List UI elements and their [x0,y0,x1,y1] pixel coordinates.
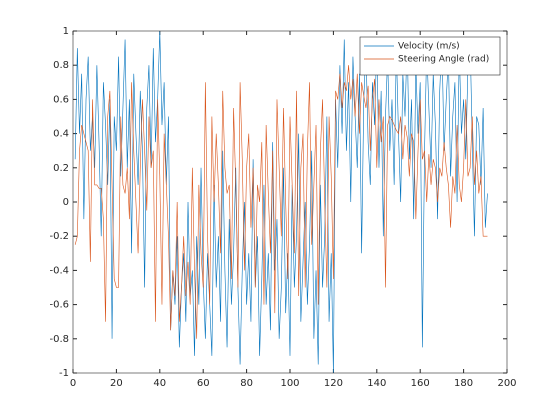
series-line [74,65,488,339]
y-tick-label: 0.2 [53,163,69,174]
x-tick-label: 200 [497,378,516,389]
y-tick-label: -0.6 [49,300,69,311]
legend-label: Velocity (m/s) [398,42,460,52]
y-tick-label: 0.4 [53,129,69,140]
x-tick-label: 180 [454,378,473,389]
y-tick-label: 1 [63,26,69,37]
x-tick-label: 0 [70,378,76,389]
x-tick-label: 80 [240,378,253,389]
x-tick-label: 20 [110,378,123,389]
plot-area [73,31,507,373]
x-tick-label: 140 [367,378,386,389]
y-tick-label: -1 [59,368,69,379]
x-tick-label: 40 [153,378,166,389]
y-tick-label: -0.8 [49,334,69,345]
legend-label: Steering Angle (rad) [398,55,489,65]
x-tick-label: 120 [324,378,343,389]
x-tick-label: 160 [411,378,430,389]
y-tick-label: 0.8 [53,60,69,71]
legend-box [359,36,501,76]
x-tick-label: 60 [197,378,210,389]
y-tick-label: -0.4 [49,265,69,276]
x-tick-label: 100 [280,378,299,389]
series-line [74,30,488,374]
axes-box [72,30,508,374]
y-tick-label: 0.6 [53,94,69,105]
y-tick-label: 0 [63,197,69,208]
y-tick-label: -0.2 [49,231,69,242]
